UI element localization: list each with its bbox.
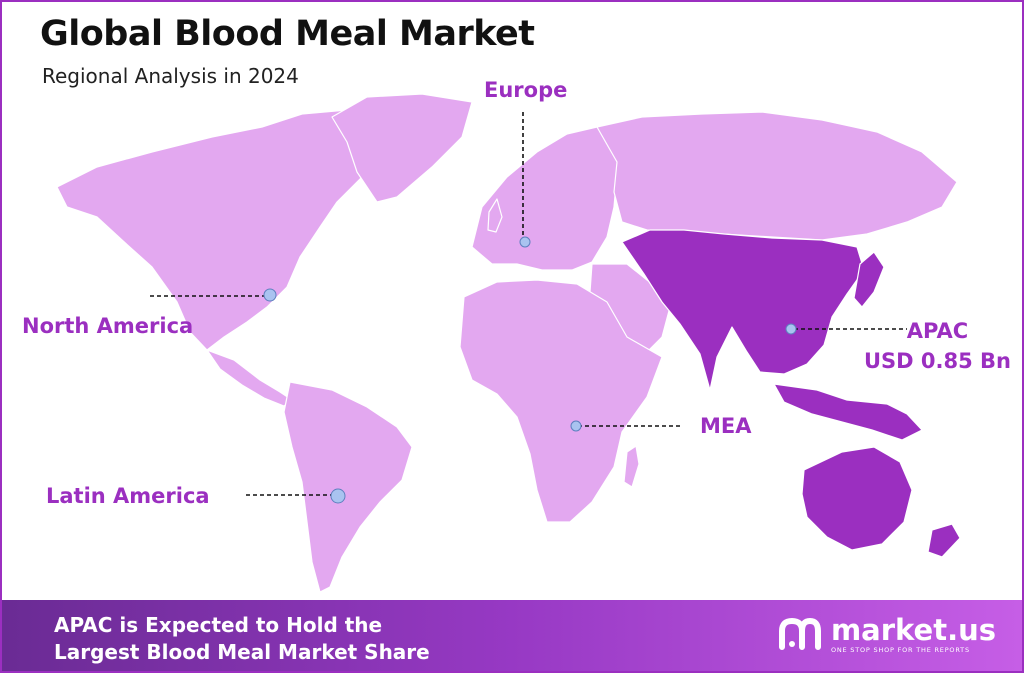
japan-shape (853, 251, 885, 308)
madagascar-shape (623, 445, 640, 488)
uk-shape (487, 198, 503, 233)
region-label-latin-america: Latin America (46, 484, 210, 508)
central-america-shape (206, 349, 293, 407)
apac-value: USD 0.85 Bn (864, 349, 1011, 373)
chart-subtitle: Regional Analysis in 2024 (42, 64, 299, 88)
australia-shape (801, 446, 913, 551)
asia-shape (621, 229, 865, 391)
new-zealand-shape (927, 523, 961, 558)
region-label-mea: MEA (700, 414, 752, 438)
banner-text: APAC is Expected to Hold the Largest Blo… (54, 612, 430, 666)
north-america-shape (56, 109, 363, 351)
market-us-logo-icon (778, 617, 821, 650)
greenland-shape (331, 93, 473, 203)
north-america-marker (263, 288, 277, 302)
banner-line-2: Largest Blood Meal Market Share (54, 640, 430, 664)
region-label-europe: Europe (484, 78, 568, 102)
latin-america-marker (330, 488, 346, 504)
africa-shape (459, 279, 663, 523)
logo-name: market.us (830, 612, 996, 647)
market-us-logo: market.us ONE STOP SHOP FOR THE REPORTS (777, 614, 996, 654)
footer-banner: APAC is Expected to Hold the Largest Blo… (2, 600, 1022, 671)
south-america-shape (283, 381, 413, 593)
region-label-north-america: North America (22, 314, 194, 338)
region-label-apac: APAC USD 0.85 Bn (864, 316, 1011, 376)
banner-line-1: APAC is Expected to Hold the (54, 613, 383, 637)
europe-marker (519, 236, 531, 248)
apac-label: APAC (906, 319, 969, 343)
russia-north-asia-shape (596, 111, 958, 241)
chart-title: Global Blood Meal Market (40, 14, 535, 54)
world-map (56, 93, 961, 593)
logo-tagline: ONE STOP SHOP FOR THE REPORTS (830, 645, 970, 654)
europe-shape (471, 126, 623, 271)
apac-marker (785, 323, 797, 335)
southeast-asia-islands-shape (773, 383, 923, 441)
mea-marker (570, 420, 582, 432)
